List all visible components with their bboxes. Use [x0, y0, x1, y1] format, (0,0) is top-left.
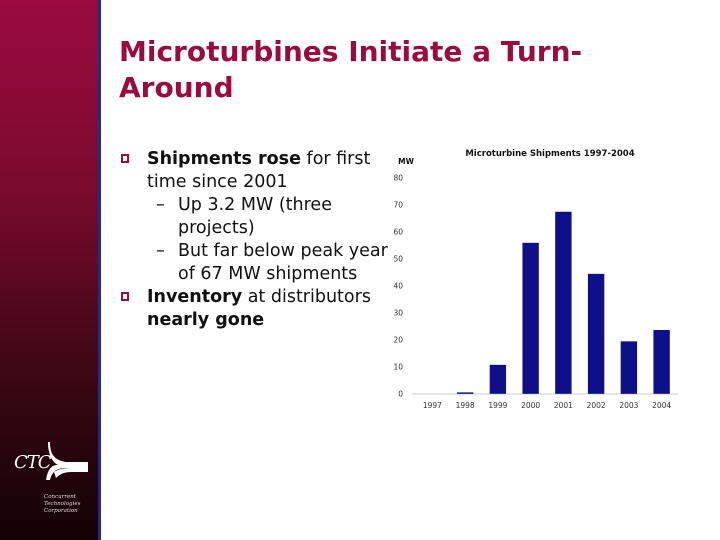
bullet-lead: Shipments rose [147, 149, 301, 169]
bullet-tail: nearly gone [147, 310, 265, 330]
ctc-logo-mark-icon [46, 442, 88, 480]
y-axis-label: MW [398, 157, 414, 166]
y-tick-label: 80 [393, 174, 403, 183]
y-tick-label: 20 [393, 336, 403, 345]
square-bullet-icon [121, 154, 129, 163]
y-tick-label: 60 [393, 228, 403, 237]
sub-bullet-peak: – But far below peak year of 67 MW shipm… [118, 240, 408, 286]
y-tick-label: 70 [393, 201, 403, 210]
bullet-text: at distributors [242, 287, 371, 307]
bar-2003 [620, 341, 638, 394]
x-tick-label: 1999 [488, 401, 507, 410]
y-tick-labels: 0 10 20 30 40 50 60 70 80 [393, 174, 403, 399]
company-logo: CTC Concurrent Technologies Corporation [8, 438, 92, 528]
bar-2004 [653, 330, 670, 394]
square-bullet-icon [121, 292, 129, 301]
logo-wordmark: CTC [14, 452, 52, 473]
dash-bullet-icon: – [156, 241, 165, 261]
chart-title: Microturbine Shipments 1997-2004 [465, 149, 634, 159]
bar-2001 [555, 211, 572, 394]
company-name: Concurrent Technologies Corporation [44, 494, 92, 515]
bullet-inventory: Inventory at distributors nearly gone [118, 286, 408, 332]
x-tick-label: 2004 [652, 401, 671, 410]
y-tick-label: 0 [398, 390, 403, 399]
company-line-1: Concurrent [44, 494, 76, 500]
x-tick-label: 2000 [521, 401, 540, 410]
bar-2002 [587, 273, 605, 394]
company-line-2: Technologies [44, 501, 81, 507]
y-tick-label: 30 [393, 309, 403, 318]
x-tick-label: 1998 [456, 401, 475, 410]
sub-bullet-up: – Up 3.2 MW (three projects) [118, 194, 408, 240]
sidebar-divider [98, 0, 101, 540]
y-tick-label: 10 [393, 363, 403, 372]
y-tick-label: 40 [393, 282, 403, 291]
company-line-3: Corporation [44, 508, 78, 514]
slide-title: Microturbines Initiate a Turn-Around [119, 35, 583, 104]
x-tick-label: 2002 [587, 401, 606, 410]
bar-1998 [456, 392, 474, 394]
bar-2000 [522, 242, 539, 394]
x-tick-label: 2001 [554, 401, 573, 410]
x-tick-label: 2003 [619, 401, 638, 410]
bar-1999 [489, 364, 507, 394]
shipments-bar-chart: Microturbine Shipments 1997-2004 MW 0 10 2… [393, 149, 678, 410]
bullet-list: Shipments rose for first time since 2001… [118, 148, 408, 332]
y-tick-label: 50 [393, 255, 403, 264]
bar-series [456, 211, 670, 394]
bullet-lead: Inventory [147, 287, 243, 307]
x-tick-labels: 1997 1998 1999 2000 2001 2002 2003 2004 [423, 401, 672, 410]
sub-bullet-text: Up 3.2 MW (three projects) [178, 195, 332, 238]
bullet-text: for first time since 2001 [147, 149, 371, 192]
bullet-shipments: Shipments rose for first time since 2001 [118, 148, 408, 194]
dash-bullet-icon: – [156, 195, 165, 215]
sub-bullet-text: But far below peak year of 67 MW shipmen… [178, 241, 388, 284]
x-tick-label: 1997 [423, 401, 442, 410]
